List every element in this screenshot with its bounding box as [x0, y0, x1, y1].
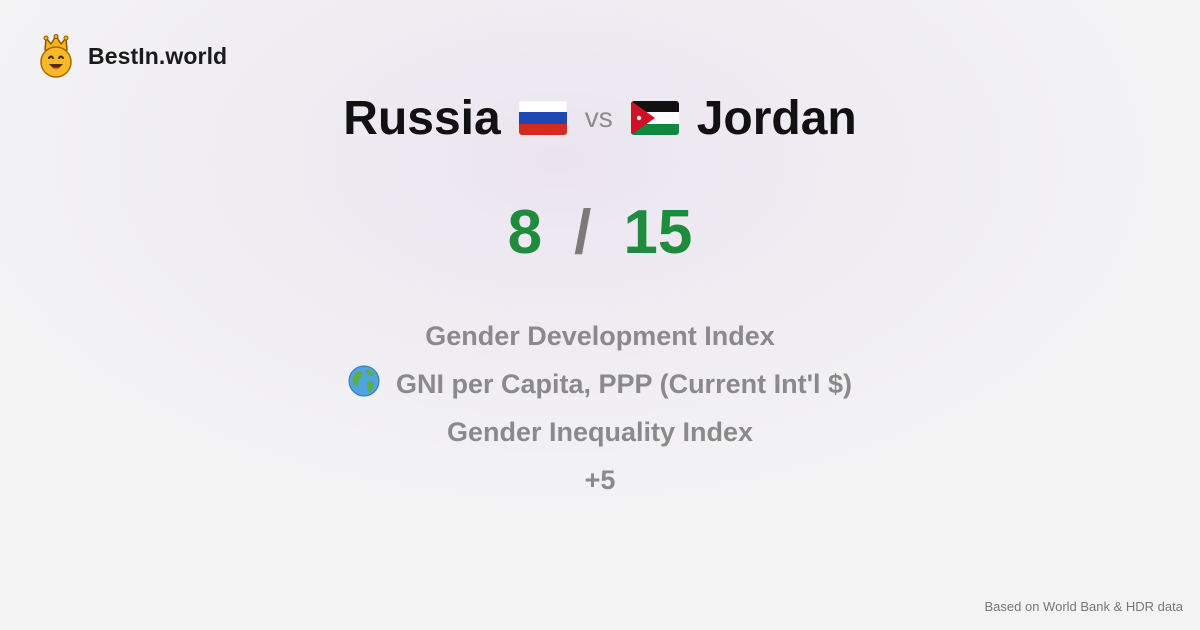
- country-left-name: Russia: [343, 91, 501, 145]
- country-right-name: Jordan: [696, 91, 857, 145]
- score-separator: /: [574, 197, 592, 267]
- data-source-note: Based on World Bank & HDR data: [984, 599, 1183, 614]
- metric-label: Gender Inequality Index: [446, 416, 754, 447]
- brand-logo[interactable]: BestIn.world: [38, 34, 227, 78]
- score-display: 8 / 15: [0, 196, 1200, 268]
- metric-item: Gender Development Index: [425, 312, 775, 360]
- jordan-flag-icon: [630, 101, 679, 135]
- score-right: 15: [623, 197, 693, 267]
- metric-label: GNI per Capita, PPP (Current Int'l $): [396, 368, 852, 399]
- vs-label: vs: [584, 102, 613, 133]
- metric-item: Gender Inequality Index: [447, 408, 753, 456]
- metrics-list: Gender Development Index GNI per Capita,…: [0, 312, 1200, 504]
- metric-label: +5: [584, 464, 616, 495]
- russia-flag-icon: [518, 101, 567, 135]
- metric-label: Gender Development Index: [425, 320, 775, 351]
- metric-item: GNI per Capita, PPP (Current Int'l $): [348, 360, 852, 408]
- globe-icon: [348, 365, 380, 404]
- brand-name: BestIn.world: [88, 42, 228, 69]
- more-metrics-count: +5: [585, 456, 616, 504]
- score-left: 8: [507, 197, 543, 267]
- comparison-title: Russia vs Jordan: [0, 88, 1200, 148]
- crowned-smiley-icon: [38, 34, 74, 78]
